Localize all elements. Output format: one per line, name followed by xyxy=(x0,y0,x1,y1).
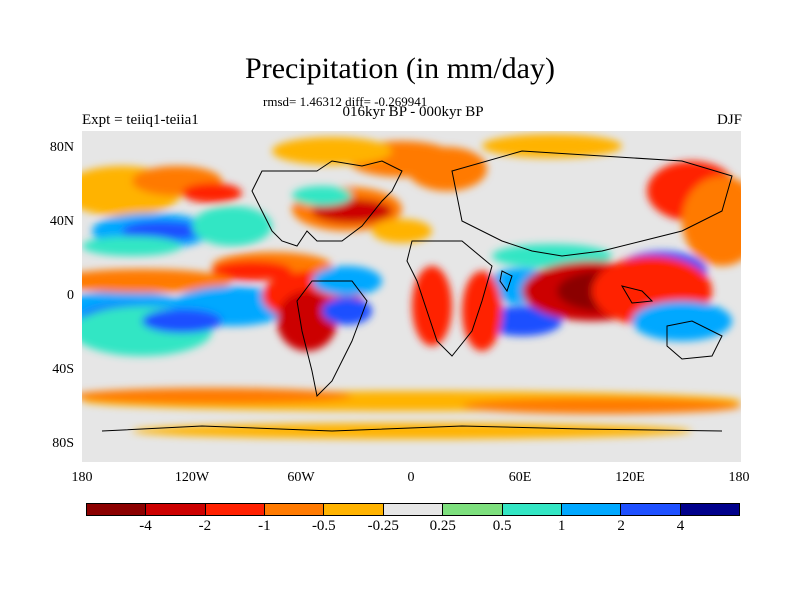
precipitation-map xyxy=(52,131,762,462)
lon-label-180e: 180 xyxy=(728,470,750,485)
lat-label-80n: 80N xyxy=(49,140,74,155)
colorbar-tick-label: -2 xyxy=(198,518,212,534)
coastlines xyxy=(101,150,733,432)
colorbar-swatch xyxy=(561,504,622,515)
plot-subtitle: 016kyr BP - 000kyr BP xyxy=(342,104,484,120)
colorbar-swatch xyxy=(621,504,681,515)
colorbar-swatch xyxy=(205,504,266,515)
lat-label-40n: 40N xyxy=(49,214,74,229)
colorbar-tick-label: 1 xyxy=(557,518,566,534)
season-label: DJF xyxy=(716,112,742,128)
colorbar-swatch xyxy=(680,504,739,515)
stats-text: rmsd= 1.46312 diff= -0.269941 xyxy=(263,94,428,109)
colorbar-tick-label: 2 xyxy=(617,518,625,534)
colorbar-tick-label: 4 xyxy=(676,518,685,534)
plot-title: Precipitation (in mm/day) xyxy=(245,52,555,85)
lon-label-120e: 120E xyxy=(615,470,645,485)
colorbar-swatch xyxy=(324,504,384,515)
colorbar-swatch xyxy=(87,504,147,515)
colorbar-tick-label: 0.25 xyxy=(429,518,456,534)
lon-label-120w: 120W xyxy=(174,470,210,485)
lon-label-180w: 180 xyxy=(71,470,93,485)
colorbar-swatch xyxy=(502,504,562,515)
lat-label-0: 0 xyxy=(67,288,74,303)
colorbar-swatch xyxy=(265,504,325,515)
colorbar-swatch xyxy=(146,504,206,515)
colorbar-tick-label: 0.5 xyxy=(492,518,512,534)
lon-label-60w: 60W xyxy=(287,470,315,485)
lon-label-0: 0 xyxy=(407,470,415,485)
colorbar xyxy=(86,503,740,516)
lat-label-80s: 80S xyxy=(52,436,74,451)
lon-label-60e: 60E xyxy=(508,470,532,485)
colorbar-swatch xyxy=(383,504,444,515)
experiment-label: Expt = teiiq1-teiia1 xyxy=(82,112,199,128)
lat-label-40s: 40S xyxy=(52,362,74,377)
colorbar-tick-label: -4 xyxy=(139,518,152,534)
colorbar-tick-label: -0.25 xyxy=(367,518,399,534)
colorbar-tick-label: -1 xyxy=(258,518,271,534)
colorbar-swatch xyxy=(443,504,503,515)
colorbar-tick-label: -0.5 xyxy=(311,518,336,534)
